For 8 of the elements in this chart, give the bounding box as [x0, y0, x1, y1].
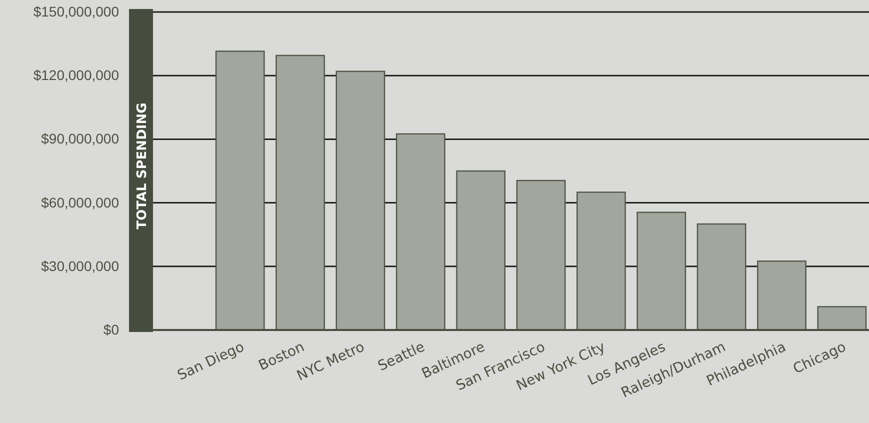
y-tick-label: $150,000,000 [33, 3, 120, 20]
y-tick-label: $60,000,000 [41, 194, 120, 210]
y-tick-label: $30,000,000 [41, 258, 120, 274]
y-tick-label: $120,000,000 [33, 67, 120, 84]
y-tick-label: $0 [103, 321, 120, 338]
x-tick-label: San Diego [175, 339, 247, 384]
y-tick-label: $90,000,000 [41, 130, 120, 147]
y-axis-title: TOTAL SPENDING [135, 102, 150, 230]
